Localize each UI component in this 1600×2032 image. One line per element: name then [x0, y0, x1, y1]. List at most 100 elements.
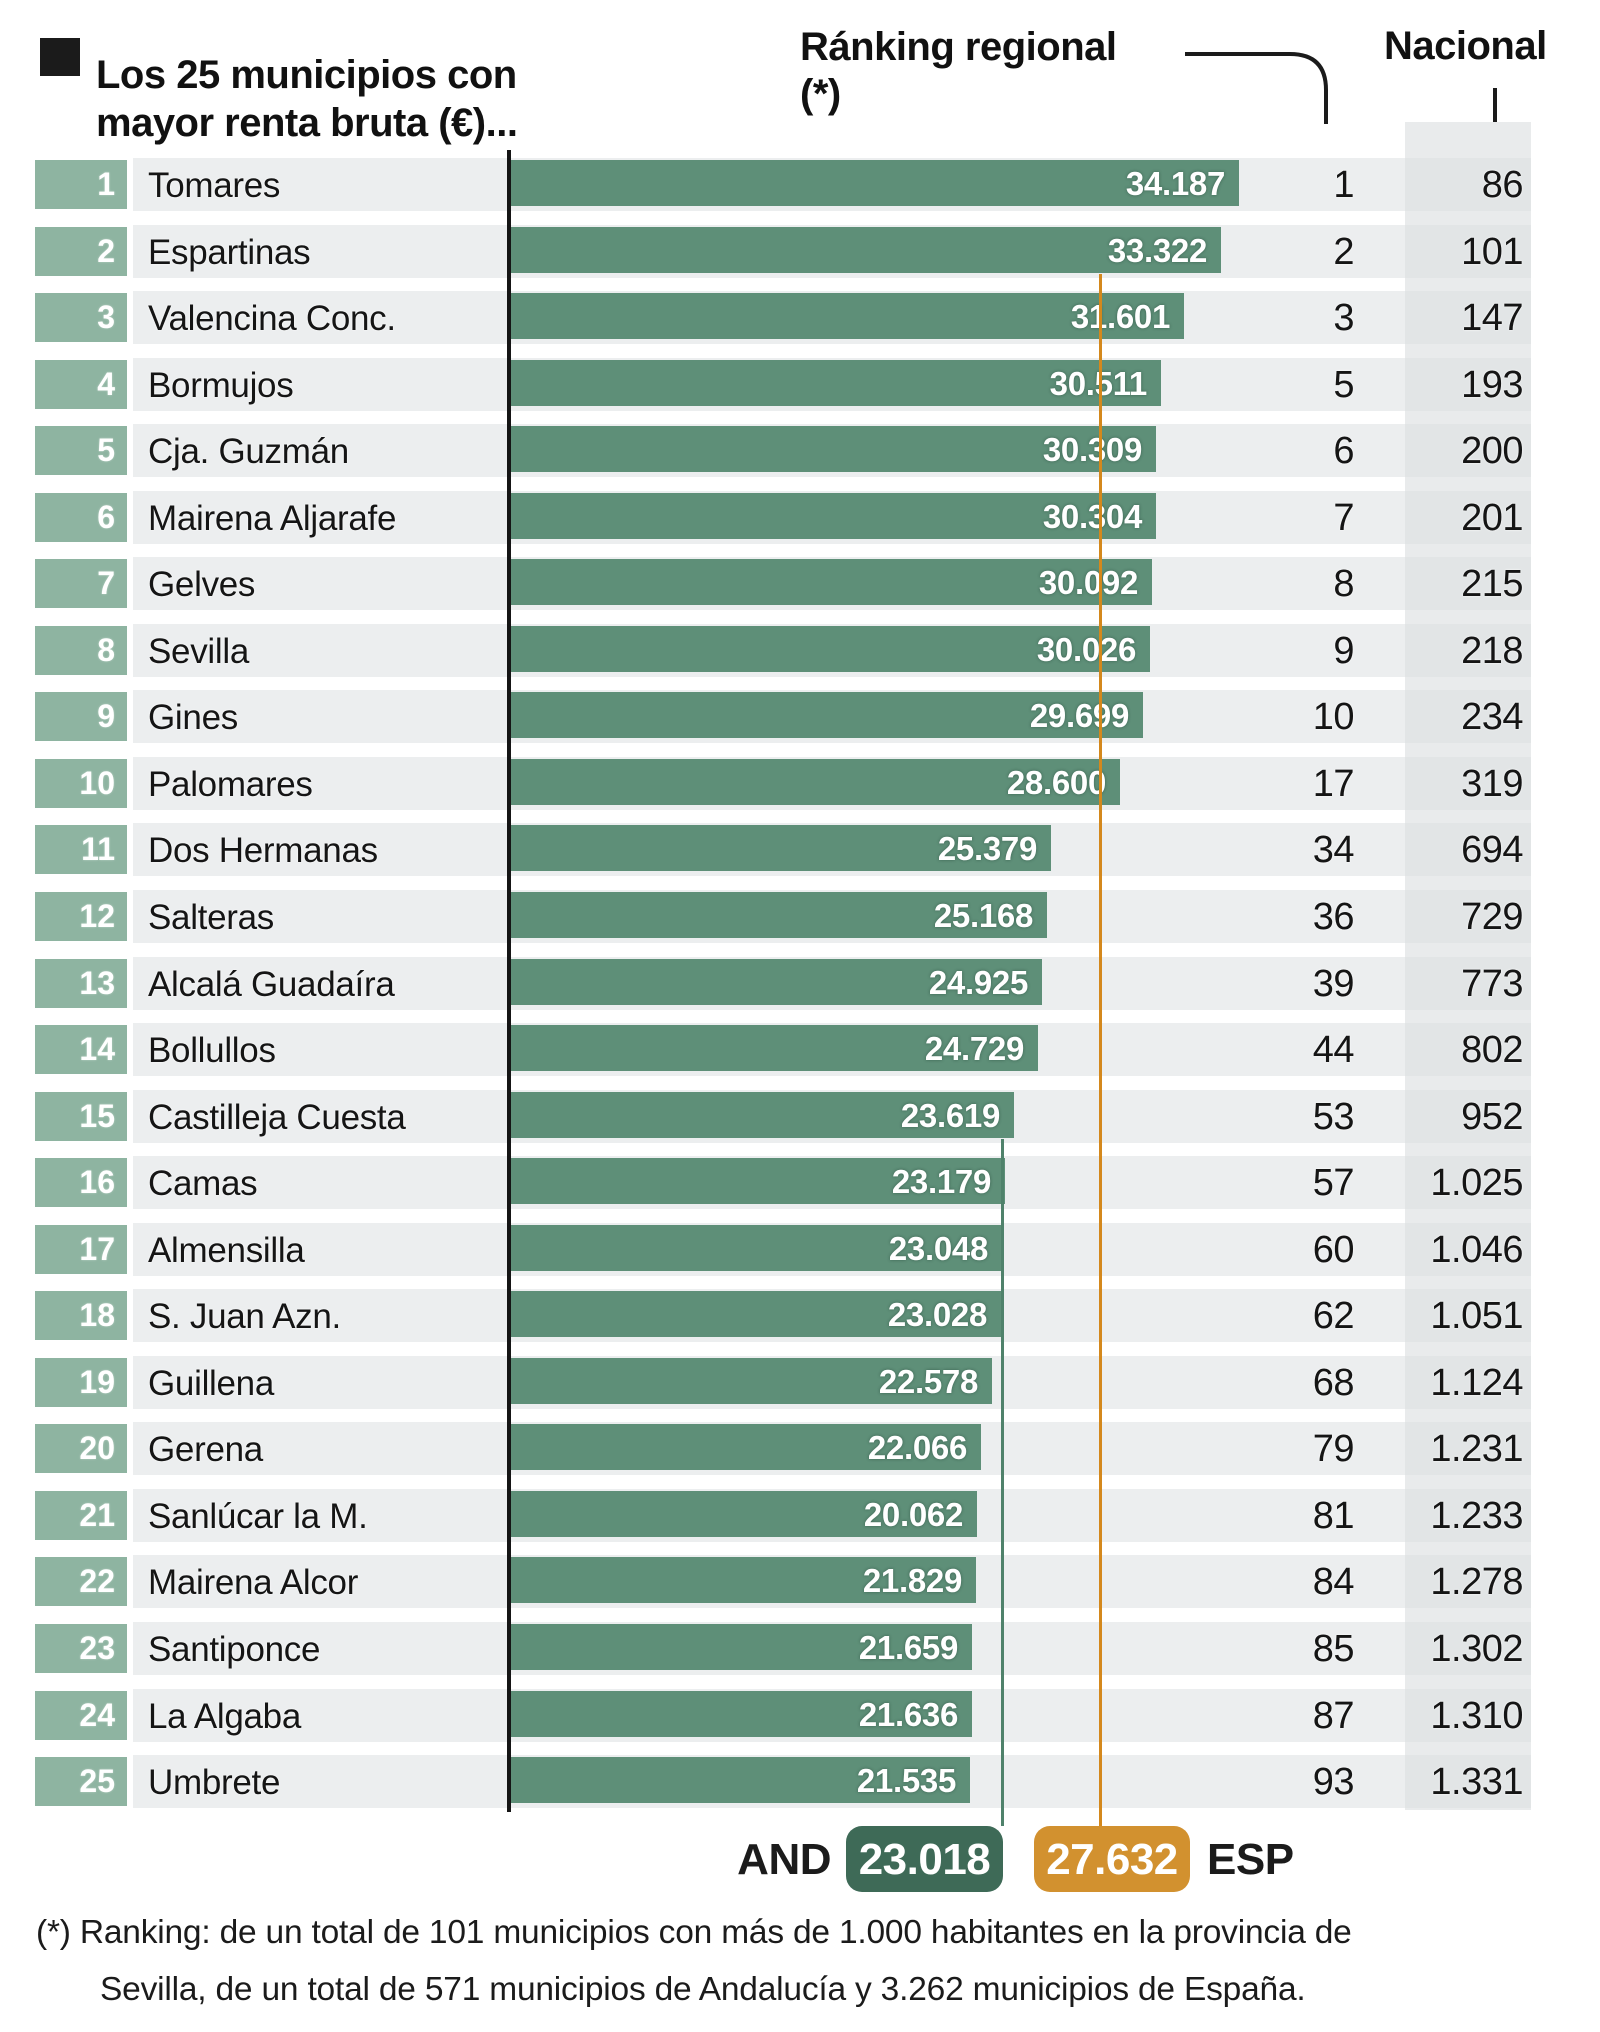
income-bar: 30.026: [511, 625, 1150, 672]
income-bar: 20.062: [511, 1490, 977, 1537]
national-rank-value: 1.302: [1405, 1622, 1531, 1676]
municipality-name: La Algaba: [148, 1696, 302, 1736]
regional-rank-value: 44: [1312, 1029, 1355, 1072]
national-rank-value: 1.124: [1405, 1355, 1531, 1409]
rank-badge: 10: [35, 758, 127, 808]
rank-badge: 23: [35, 1624, 127, 1674]
regional-rank-value: 84: [1312, 1561, 1355, 1604]
regional-callout-line: [1185, 52, 1328, 124]
income-bar: 25.168: [511, 892, 1047, 939]
table-row: 2 Espartinas 33.322 2 101: [0, 224, 1600, 278]
national-rank-value: 234: [1405, 690, 1531, 744]
bar-value-label: 23.619: [900, 1096, 1000, 1134]
table-row: 14 Bollullos 24.729 44 802: [0, 1023, 1600, 1077]
regional-rank-value: 93: [1312, 1761, 1355, 1804]
rank-badge: 15: [35, 1091, 127, 1141]
municipality-name: Espartinas: [148, 232, 311, 272]
bar-value-label: 21.535: [856, 1762, 956, 1800]
bar-value-label: 33.322: [1107, 231, 1207, 269]
table-row: 4 Bormujos 30.511 5 193: [0, 357, 1600, 411]
table-row: 16 Camas 23.179 57 1.025: [0, 1156, 1600, 1210]
income-bar: 23.619: [511, 1091, 1014, 1138]
bar-value-label: 29.699: [1029, 697, 1129, 735]
bar-baseline-axis: [507, 150, 511, 1812]
regional-rank-value: 2: [1333, 230, 1354, 273]
municipality-name: Tomares: [148, 166, 281, 205]
municipality-name: Valencina Conc.: [148, 299, 396, 339]
national-rank-value: 147: [1405, 291, 1531, 345]
municipality-name: Almensilla: [148, 1230, 305, 1270]
national-rank-value: 1.278: [1405, 1555, 1531, 1609]
bar-value-label: 21.829: [862, 1562, 962, 1600]
rank-badge: 17: [35, 1224, 127, 1274]
chart-title-line2: mayor renta bruta (€)...: [96, 100, 518, 145]
national-rank-value: 773: [1405, 956, 1531, 1010]
rank-badge: 18: [35, 1291, 127, 1341]
table-row: 3 Valencina Conc. 31.601 3 147: [0, 291, 1600, 345]
income-bar: 30.309: [511, 426, 1156, 473]
bar-value-label: 30.309: [1042, 431, 1142, 469]
table-row: 15 Castilleja Cuesta 23.619 53 952: [0, 1089, 1600, 1143]
income-bar: 25.379: [511, 825, 1051, 872]
rank-badge: 13: [35, 958, 127, 1008]
income-bar: 31.601: [511, 293, 1184, 340]
regional-rank-value: 68: [1312, 1361, 1355, 1404]
income-bar: 22.066: [511, 1424, 981, 1471]
national-rank-value: 215: [1405, 557, 1531, 611]
bar-value-label: 34.187: [1125, 165, 1225, 202]
regional-rank-value: 1: [1333, 164, 1354, 206]
footnote: (*) Ranking: de un total de 101 municipi…: [36, 1904, 1600, 2018]
municipality-name: Bollullos: [148, 1031, 276, 1071]
bar-value-label: 23.179: [891, 1163, 991, 1201]
rank-badge: 6: [35, 492, 127, 542]
table-row: 8 Sevilla 30.026 9 218: [0, 623, 1600, 677]
regional-footnote-mark: (*): [800, 72, 841, 116]
regional-rank-value: 81: [1312, 1494, 1355, 1537]
income-bar: 24.925: [511, 958, 1042, 1005]
bar-value-label: 24.925: [928, 963, 1028, 1001]
rank-badge: 25: [35, 1757, 127, 1807]
municipality-name: Santiponce: [148, 1630, 321, 1670]
table-row: 6 Mairena Aljarafe 30.304 7 201: [0, 490, 1600, 544]
income-bar: 21.829: [511, 1557, 976, 1604]
table-row: 12 Salteras 25.168 36 729: [0, 890, 1600, 944]
table-row: 25 Umbrete 21.535 93 1.331: [0, 1755, 1600, 1809]
rows-container: 1 Tomares 34.187 1 8 6 2 Espartinas 33.32…: [0, 158, 1600, 1822]
rank-badge: 1: [35, 160, 127, 209]
table-row: 19 Guillena 22.578 68 1.124: [0, 1355, 1600, 1409]
national-rank-value: 193: [1405, 357, 1531, 411]
income-bar: 23.048: [511, 1224, 1002, 1271]
bar-value-label: 30.511: [1050, 360, 1148, 406]
municipality-name: S. Juan Azn.: [148, 1297, 341, 1337]
rank-badge: 2: [35, 226, 127, 276]
rank-badge: 16: [35, 1158, 127, 1208]
income-bar: 23.179: [511, 1158, 1005, 1205]
income-bar: 29.699: [511, 692, 1143, 739]
and-reference-line: [1001, 1139, 1004, 1826]
table-row: 24 La Algaba 21.636 87 1.310: [0, 1688, 1600, 1742]
national-rank-value: 319: [1405, 756, 1531, 810]
bar-value-label: 23.028: [887, 1296, 987, 1334]
municipality-name: Gines: [148, 698, 238, 738]
municipality-name: Castilleja Cuesta: [148, 1097, 406, 1137]
table-row: 7 Gelves 30.092 8 215: [0, 557, 1600, 611]
income-bar: 22.578: [511, 1357, 992, 1404]
national-rank-value: 694: [1405, 823, 1531, 877]
bar-value-label: 22.578: [878, 1362, 978, 1400]
rank-badge: 4: [35, 359, 127, 409]
municipality-name: Mairena Alcor: [148, 1563, 359, 1603]
bar-value-label: 28.600: [1006, 763, 1106, 801]
income-bar: 30.092: [511, 559, 1152, 606]
rank-badge: 8: [35, 625, 127, 675]
rank-badge: 14: [35, 1025, 127, 1075]
national-rank-value: 1.051: [1405, 1289, 1531, 1343]
national-ranking-header: Nacional: [1384, 24, 1547, 68]
bar-value-label: 23.048: [888, 1229, 988, 1267]
municipality-name: Sanlúcar la M.: [148, 1496, 368, 1536]
municipality-name: Palomares: [148, 764, 313, 804]
income-bar: 30.304: [511, 492, 1156, 539]
municipality-name: Salteras: [148, 898, 274, 938]
income-bar: 30.511: [511, 359, 1161, 406]
income-bar: 33.322: [511, 226, 1221, 273]
municipality-name: Umbrete: [148, 1763, 281, 1803]
